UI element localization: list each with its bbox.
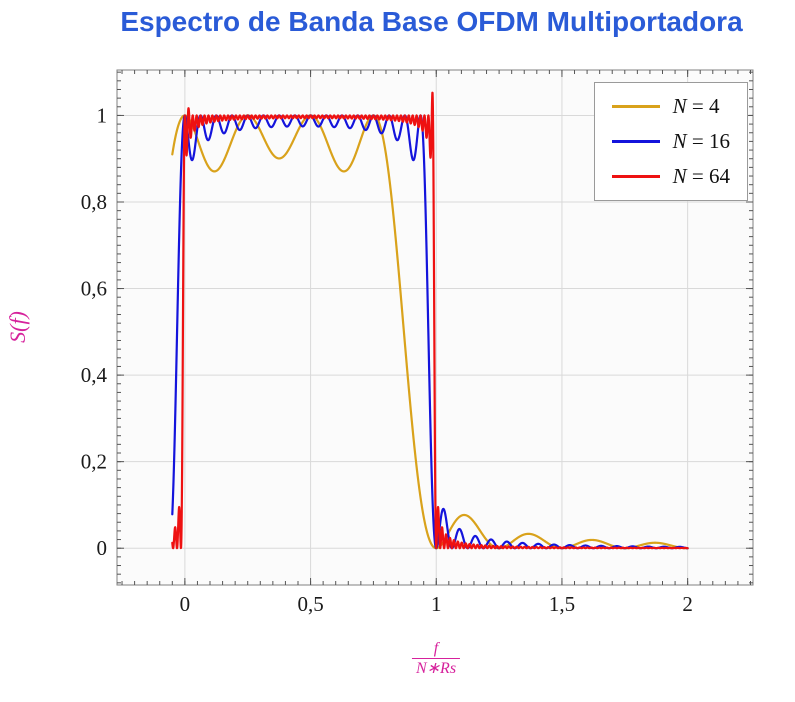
legend-line-sample	[611, 175, 660, 178]
y-tick-label: 0,8	[81, 190, 107, 214]
x-tick-label: 0	[180, 592, 191, 616]
legend-label: N = 16	[672, 129, 730, 153]
legend-label: N = 64	[672, 164, 730, 188]
x-axis-label-denominator: N∗Rs	[411, 658, 461, 678]
x-tick-label: 1	[431, 592, 442, 616]
curve-N-16	[171, 114, 689, 550]
spectrum-curves	[171, 91, 689, 550]
tick-labels: 0 0,5 1 1,5 2 0 0,2 0,4 0,6 0,8 1	[81, 103, 693, 616]
legend-line-sample	[611, 105, 660, 108]
x-tick-label: 2	[682, 592, 693, 616]
legend-label: N = 4	[672, 94, 720, 118]
legend-item-N-64: N = 64	[611, 164, 730, 189]
curve-N-64	[171, 91, 689, 550]
legend-line-sample	[611, 140, 660, 143]
y-tick-label: 0,6	[81, 277, 107, 301]
y-tick-label: 0,2	[81, 450, 107, 474]
x-axis-label: f N∗Rs	[411, 640, 461, 679]
y-tick-label: 0	[97, 536, 108, 560]
legend-box: N = 4 N = 16 N = 64	[593, 82, 748, 201]
y-axis-label: S(f)	[4, 311, 30, 343]
legend-item-N-4: N = 4	[611, 94, 730, 119]
y-tick-label: 0,4	[81, 363, 108, 387]
y-tick-label: 1	[97, 103, 108, 127]
axis-border	[116, 69, 754, 586]
axis-ticks	[117, 70, 753, 585]
x-tick-label: 1,5	[549, 592, 575, 616]
x-axis-label-numerator: f	[433, 640, 439, 657]
legend-item-N-16: N = 16	[611, 129, 730, 154]
x-tick-label: 0,5	[297, 592, 323, 616]
chart-title: Espectro de Banda Base OFDM Multiportado…	[120, 6, 743, 37]
